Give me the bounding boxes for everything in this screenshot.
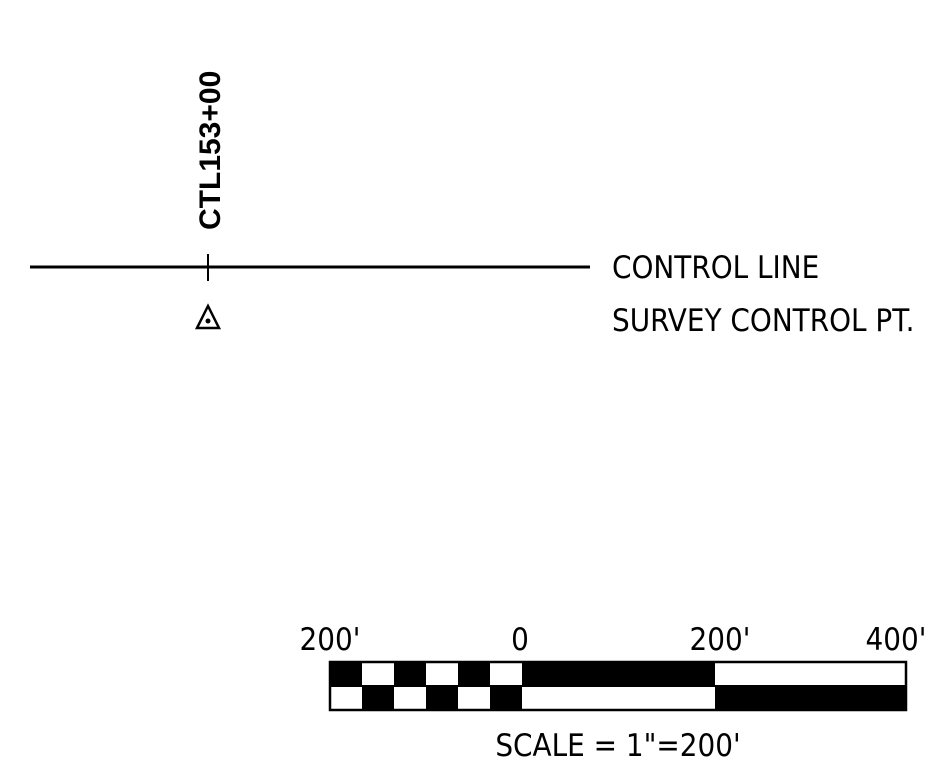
scale-cell [715,686,906,710]
scale-cell [394,662,426,686]
scale-cell [426,686,458,710]
scale-cell [522,662,715,686]
scale-label: 0 [511,622,529,658]
scale-cell [330,662,362,686]
scale-label: 400' [866,622,927,658]
legend-label: CONTROL LINE [612,250,819,286]
scale-label: 200' [300,622,361,658]
control-point-symbol [194,303,222,330]
scale-label: 200' [690,622,751,658]
scale-cell [458,662,490,686]
scale-bar [328,660,908,712]
scale-caption: SCALE = 1"=200' [495,728,740,764]
scale-cell [490,686,522,710]
control-point-dot [205,318,211,324]
legend-label: SURVEY CONTROL PT. [612,303,914,339]
scale-cell [362,686,394,710]
station-label: CTL153+00 [194,71,227,230]
